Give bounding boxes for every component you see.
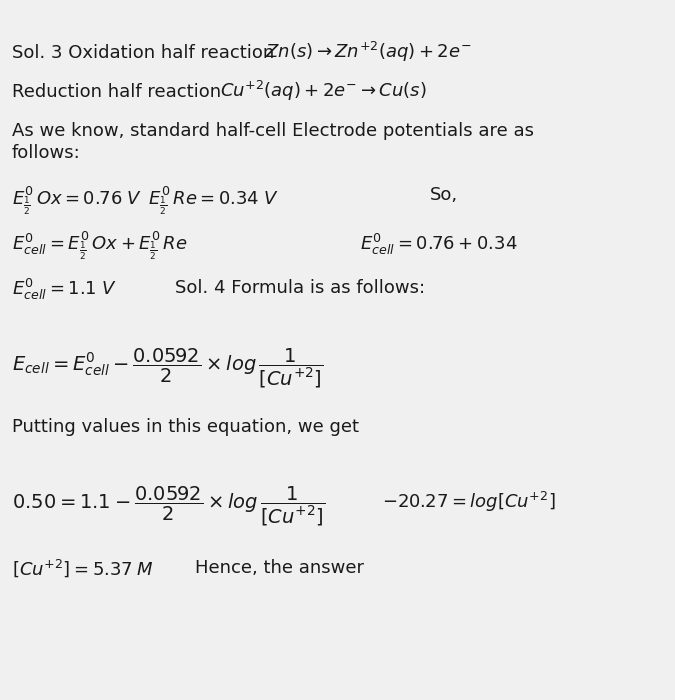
Text: $E_{cell} = E^0_{cell} - \dfrac{0.0592}{2} \times log\,\dfrac{1}{[Cu^{+2}]}$: $E_{cell} = E^0_{cell} - \dfrac{0.0592}{… bbox=[12, 346, 323, 390]
Text: $E^0_{cell} = E^0_{\frac{1}{2}}\,Ox + E^0_{\frac{1}{2}}\,Re$: $E^0_{cell} = E^0_{\frac{1}{2}}\,Ox + E^… bbox=[12, 230, 188, 262]
Text: Putting values in this equation, we get: Putting values in this equation, we get bbox=[12, 418, 359, 436]
Text: Hence, the answer: Hence, the answer bbox=[195, 559, 364, 577]
Text: $Cu^{+2}(aq) + 2e^{-} \rightarrow Cu(s)$: $Cu^{+2}(aq) + 2e^{-} \rightarrow Cu(s)$ bbox=[220, 79, 427, 103]
Text: $[Cu^{+2}] = 5.37\;M$: $[Cu^{+2}] = 5.37\;M$ bbox=[12, 558, 154, 580]
Text: $Zn(s) \rightarrow Zn^{+2}(aq) + 2e^{-}$: $Zn(s) \rightarrow Zn^{+2}(aq) + 2e^{-}$ bbox=[265, 40, 471, 64]
Text: Reduction half reaction: Reduction half reaction bbox=[12, 83, 227, 101]
Text: So,: So, bbox=[430, 186, 458, 204]
Text: As we know, standard half-cell Electrode potentials are as: As we know, standard half-cell Electrode… bbox=[12, 122, 534, 140]
Text: Sol. 4 Formula is as follows:: Sol. 4 Formula is as follows: bbox=[175, 279, 425, 297]
Text: follows:: follows: bbox=[12, 144, 81, 162]
Text: $E^0_{\frac{1}{2}}\,Ox = 0.76\;V\;\;E^0_{\frac{1}{2}}\,Re = 0.34\;V$: $E^0_{\frac{1}{2}}\,Ox = 0.76\;V\;\;E^0_… bbox=[12, 185, 279, 217]
Text: $E^0_{cell} = 1.1\;V$: $E^0_{cell} = 1.1\;V$ bbox=[12, 276, 117, 302]
Text: Sol. 3 Oxidation half reaction: Sol. 3 Oxidation half reaction bbox=[12, 44, 280, 62]
Text: $E^0_{cell} = 0.76 + 0.34$: $E^0_{cell} = 0.76 + 0.34$ bbox=[360, 232, 518, 257]
Text: $0.50 = 1.1 - \dfrac{0.0592}{2} \times log\,\dfrac{1}{[Cu^{+2}]}$: $0.50 = 1.1 - \dfrac{0.0592}{2} \times l… bbox=[12, 484, 325, 528]
Text: $-20.27 = log[Cu^{+2}]$: $-20.27 = log[Cu^{+2}]$ bbox=[382, 490, 556, 514]
